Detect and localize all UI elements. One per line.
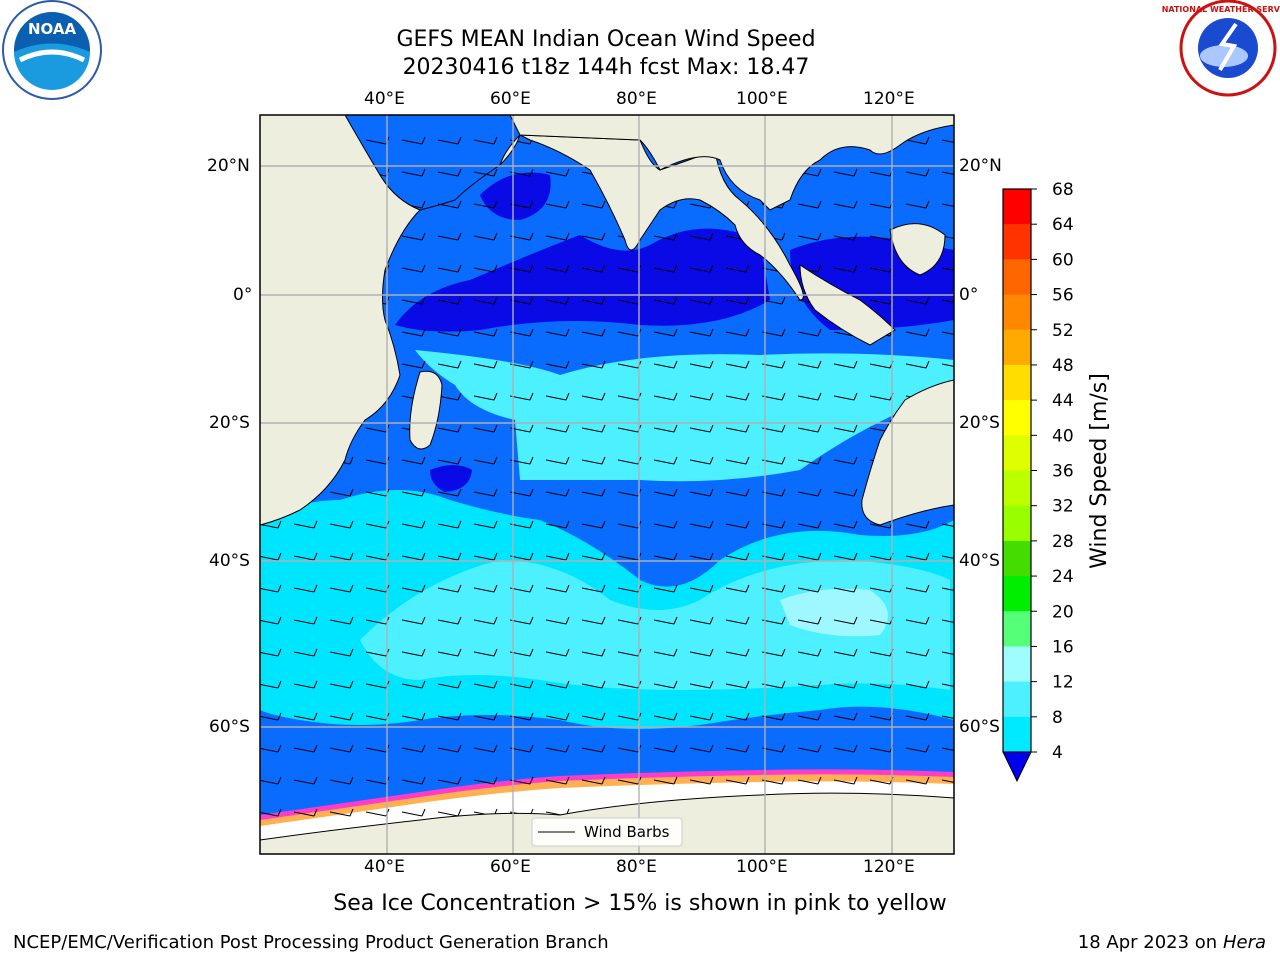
noaa-logo-text: NOAA bbox=[28, 20, 77, 38]
colorbar-tick-label: 44 bbox=[1052, 391, 1074, 411]
lat-label-right-40s: 40°S bbox=[959, 551, 1000, 571]
footer-source: NCEP/EMC/Verification Post Processing Pr… bbox=[13, 932, 609, 953]
lat-label-right-60s: 60°S bbox=[959, 717, 1000, 737]
lon-label-top-80e: 80°E bbox=[616, 89, 657, 109]
colorbar-tick-label: 60 bbox=[1052, 250, 1074, 270]
wind-barb-legend: Wind Barbs bbox=[531, 817, 683, 847]
lon-label-bottom-60e: 60°E bbox=[490, 857, 531, 877]
colorbar-segment bbox=[1003, 540, 1031, 577]
land-borneo bbox=[889, 223, 946, 276]
colorbar-tick-label: 24 bbox=[1052, 567, 1074, 587]
land-australia bbox=[861, 379, 954, 526]
lat-label-right-20s: 20°S bbox=[959, 413, 1000, 433]
gridlines bbox=[260, 115, 954, 854]
lon-label-top-120e: 120°E bbox=[863, 89, 915, 109]
land-madagascar bbox=[409, 370, 443, 450]
colorbar: 68 64 60 56 52 48 44 40 36 32 28 24 20 16 12 8 4 Wind Sp… bbox=[1002, 180, 1112, 783]
colorbar-tick-label: 52 bbox=[1052, 321, 1074, 341]
lon-label-top-40e: 40°E bbox=[364, 89, 405, 109]
colorbar-extend-arrow bbox=[1002, 751, 1032, 783]
lat-label-left-40s: 40°S bbox=[209, 551, 250, 571]
colorbar-segment bbox=[1003, 435, 1031, 471]
colorbar-tick-label: 40 bbox=[1052, 426, 1074, 446]
map-area bbox=[260, 115, 954, 854]
colorbar-tick-label: 12 bbox=[1052, 673, 1074, 693]
colorbar-segment bbox=[1003, 716, 1031, 753]
colorbar-segment bbox=[1003, 294, 1031, 331]
svg-text:NATIONAL WEATHER SERVICE: NATIONAL WEATHER SERVICE bbox=[1162, 5, 1280, 14]
lon-label-bottom-40e: 40°E bbox=[364, 857, 405, 877]
colorbar-segment bbox=[1003, 470, 1031, 507]
colorbar-segment bbox=[1003, 611, 1031, 647]
land-sumatra-java bbox=[799, 264, 896, 346]
lon-label-bottom-80e: 80°E bbox=[616, 857, 657, 877]
footer-date-text: 18 Apr 2023 on bbox=[1077, 932, 1223, 953]
land-africa-asia bbox=[260, 115, 804, 526]
sea-ice-caption: Sea Ice Concentration > 15% is shown in … bbox=[333, 891, 947, 916]
colorbar-segment bbox=[1003, 576, 1031, 612]
colorbar-tick-label: 36 bbox=[1052, 462, 1074, 482]
lon-label-bottom-120e: 120°E bbox=[863, 857, 915, 877]
lat-label-right-0: 0° bbox=[959, 285, 979, 305]
colorbar-tick-label: 64 bbox=[1052, 215, 1074, 235]
colorbar-tick-label: 48 bbox=[1052, 356, 1074, 376]
colorbar-tick-label: 8 bbox=[1052, 708, 1063, 728]
lat-label-left-20s: 20°S bbox=[209, 413, 250, 433]
legend-label: Wind Barbs bbox=[584, 823, 670, 841]
colorbar-segment bbox=[1003, 224, 1031, 260]
lat-label-right-20n: 20°N bbox=[959, 156, 1002, 176]
map-frame bbox=[259, 114, 955, 855]
lon-label-bottom-100e: 100°E bbox=[736, 857, 788, 877]
lat-label-left-0: 0° bbox=[233, 285, 253, 305]
colorbar-tick-label: 28 bbox=[1052, 532, 1074, 552]
map-title: GEFS MEAN Indian Ocean Wind Speed bbox=[396, 27, 816, 52]
colorbar-segment bbox=[1003, 259, 1031, 296]
colorbar-segment bbox=[1003, 646, 1031, 683]
colorbar-segment bbox=[1003, 400, 1031, 436]
lat-label-left-60s: 60°S bbox=[209, 717, 250, 737]
colorbar-tick-label: 32 bbox=[1052, 497, 1074, 517]
colorbar-segment bbox=[1003, 364, 1031, 401]
footer-date: 18 Apr 2023 on Hera bbox=[1078, 932, 1266, 953]
colorbar-tick-label: 20 bbox=[1052, 602, 1074, 622]
nws-logo: NATIONAL WEATHER SERVICE bbox=[1162, 0, 1280, 97]
colorbar-segment bbox=[1003, 189, 1031, 225]
noaa-logo: NOAA bbox=[2, 0, 102, 100]
colorbar-tick-label: 56 bbox=[1052, 286, 1074, 306]
colorbar-tick-label: 4 bbox=[1052, 743, 1063, 763]
colorbar-segment bbox=[1003, 329, 1031, 366]
colorbar-tick-label: 68 bbox=[1052, 180, 1074, 200]
lat-label-left-20n: 20°N bbox=[207, 156, 250, 176]
lon-label-top-100e: 100°E bbox=[736, 89, 788, 109]
colorbar-label: Wind Speed [m/s] bbox=[1087, 373, 1112, 569]
footer-host: Hera bbox=[1222, 932, 1266, 953]
map-subtitle: 20230416 t18z 144h fcst Max: 18.47 bbox=[402, 55, 810, 80]
lon-label-top-60e: 60°E bbox=[490, 89, 531, 109]
colorbar-segment bbox=[1003, 681, 1031, 718]
colorbar-segment bbox=[1003, 505, 1031, 542]
colorbar-tick-label: 16 bbox=[1052, 637, 1074, 657]
